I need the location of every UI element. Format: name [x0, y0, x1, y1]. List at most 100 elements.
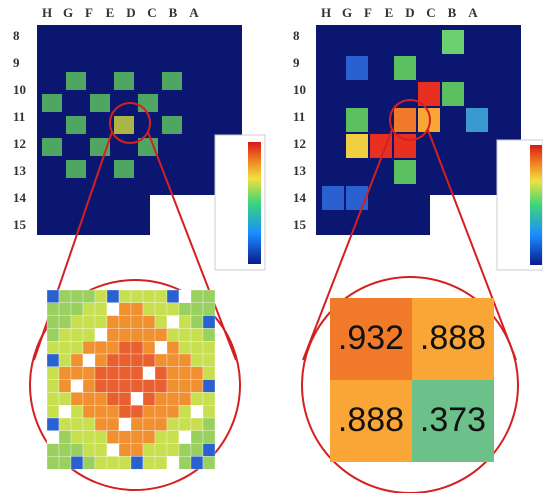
zoom-cell [94, 315, 108, 329]
zoom-cell [94, 405, 108, 419]
column-label: A [189, 5, 199, 20]
row-label: 11 [13, 109, 25, 124]
zoom-cell [178, 430, 192, 444]
zoom-cell [178, 315, 192, 329]
zoom-cell [82, 430, 96, 444]
zoom-cell [202, 353, 216, 367]
zoom-cell [130, 353, 144, 367]
row-label: 11 [293, 109, 305, 124]
zoom-value: .888 [338, 401, 404, 439]
zoom-cell [70, 443, 84, 457]
zoom-cell [82, 302, 96, 316]
zoom-cell [190, 417, 204, 431]
zoom-cell [202, 379, 216, 393]
zoom-cell [190, 341, 204, 355]
zoom-cell [190, 379, 204, 393]
zoom-cell [118, 456, 132, 470]
zoom-cell [130, 341, 144, 355]
zoom-cell [94, 456, 108, 470]
zoom-cell [82, 379, 96, 393]
zoom-cell [178, 341, 192, 355]
heatmap-block [114, 116, 134, 134]
zoom-cell [178, 392, 192, 406]
zoom-cell [330, 298, 412, 380]
zoom-cell [190, 405, 204, 419]
zoom-cell [202, 366, 216, 380]
column-label: C [147, 5, 156, 20]
zoom-line [427, 129, 517, 361]
left-panel [29, 25, 266, 491]
heatmap-cell [394, 160, 416, 184]
zoom-cell [46, 353, 60, 367]
zoom-cell [190, 366, 204, 380]
zoom-cell [202, 328, 216, 342]
zoom-cell [154, 417, 168, 431]
zoom-circle-small [109, 102, 151, 144]
row-label: 10 [293, 82, 306, 97]
zoom-cell [82, 417, 96, 431]
zoom-cell [190, 302, 204, 316]
zoom-cell [58, 392, 72, 406]
heatmap-block [66, 72, 86, 90]
zoom-cell [70, 328, 84, 342]
row-label: 14 [293, 190, 307, 205]
zoom-cell [94, 341, 108, 355]
heatmap-cell [442, 30, 464, 54]
zoom-cell [178, 366, 192, 380]
zoom-cell [154, 379, 168, 393]
column-label: B [448, 5, 457, 20]
row-label: 13 [13, 163, 27, 178]
zoom-cell [58, 366, 72, 380]
zoom-cell [142, 379, 156, 393]
zoom-cell [46, 289, 60, 303]
zoom-cell [412, 298, 494, 380]
column-label: D [126, 5, 135, 20]
zoom-cell [142, 417, 156, 431]
zoom-cell [130, 315, 144, 329]
zoom-cell [46, 405, 60, 419]
heatmap-block [66, 160, 86, 178]
zoom-cell [154, 302, 168, 316]
zoom-cell [94, 430, 108, 444]
zoom-cell [130, 302, 144, 316]
zoom-cell [154, 366, 168, 380]
zoom-cell [46, 430, 60, 444]
heatmap-block [42, 94, 62, 112]
zoom-cell [118, 430, 132, 444]
zoom-cell [154, 328, 168, 342]
column-label: F [85, 5, 93, 20]
zoom-cell [58, 302, 72, 316]
zoom-cell [46, 302, 60, 316]
zoom-cell [46, 315, 60, 329]
zoom-cell [94, 379, 108, 393]
zoom-cell [190, 430, 204, 444]
zoom-cell [106, 405, 120, 419]
zoom-cell [178, 405, 192, 419]
zoom-cell [202, 289, 216, 303]
zoom-cell [70, 353, 84, 367]
zoom-cell [46, 392, 60, 406]
zoom-cell [106, 302, 120, 316]
zoom-cell [118, 405, 132, 419]
zoom-cell [118, 328, 132, 342]
zoom-cell [190, 289, 204, 303]
heatmap-block [138, 94, 158, 112]
heatmap-block [42, 138, 62, 156]
zoom-cell [142, 328, 156, 342]
zoom-cell [154, 315, 168, 329]
zoom-cell [166, 392, 180, 406]
zoom-cell [58, 315, 72, 329]
zoom-cell [58, 430, 72, 444]
zoom-cell [142, 456, 156, 470]
zoom-value: .373 [420, 401, 486, 439]
zoom-cell [106, 417, 120, 431]
zoom-cell [166, 417, 180, 431]
column-label: G [342, 5, 352, 20]
zoom-cell [142, 302, 156, 316]
zoom-cell [58, 328, 72, 342]
zoom-cell [130, 417, 144, 431]
zoom-cell [70, 341, 84, 355]
zoom-cell [94, 366, 108, 380]
zoom-cell [142, 353, 156, 367]
zoom-cell [118, 443, 132, 457]
